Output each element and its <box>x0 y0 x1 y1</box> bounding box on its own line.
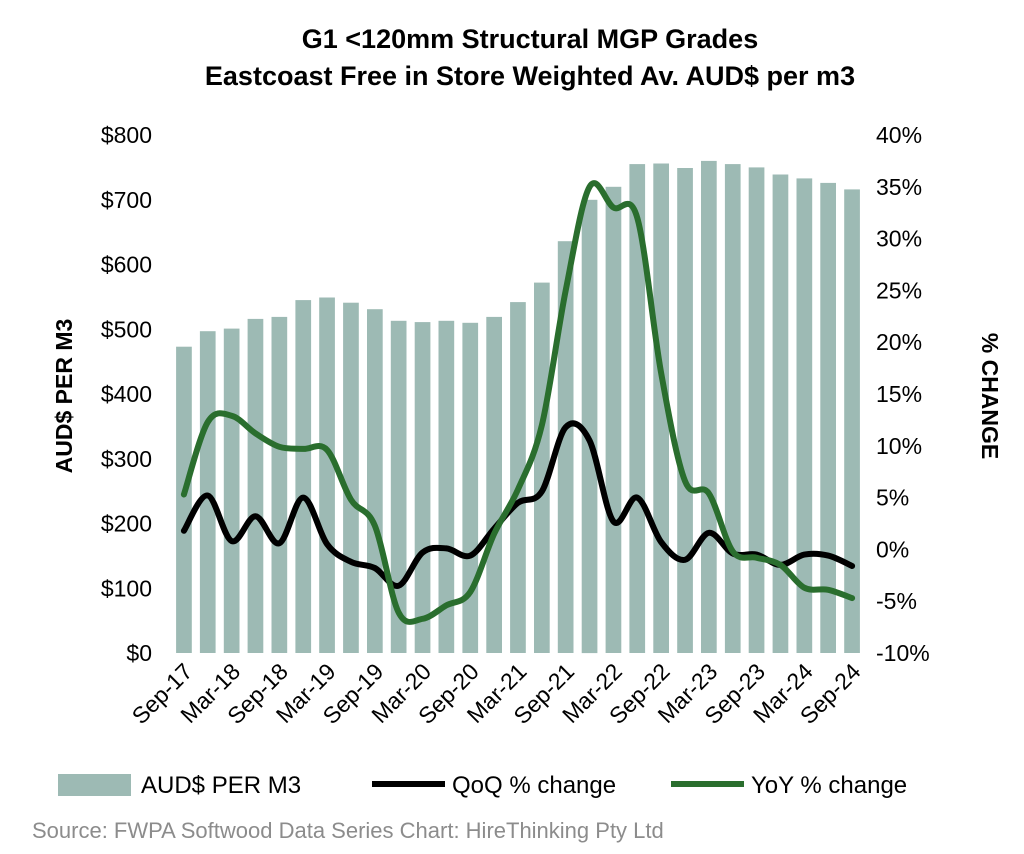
left-tick-label: $400 <box>101 381 152 407</box>
bar-mar-21 <box>510 302 526 653</box>
right-tick-label: -5% <box>876 588 917 614</box>
legend-label-bars: AUD$ PER M3 <box>141 772 301 799</box>
bar-dec-21 <box>581 199 598 654</box>
bar-dec-19 <box>390 320 407 653</box>
bar-dec-23 <box>772 174 789 653</box>
bar-sep-18 <box>271 316 288 653</box>
chart-title-line-2: Eastcoast Free in Store Weighted Av. AUD… <box>205 61 855 91</box>
left-tick-label: $200 <box>101 511 152 537</box>
legend-swatch-bars <box>58 774 131 796</box>
right-tick-label: 40% <box>876 122 922 148</box>
bar-mar-22 <box>605 186 622 654</box>
bar-sep-20 <box>462 322 479 653</box>
bar-jun-22 <box>629 164 646 653</box>
bar-sep-19 <box>367 309 383 653</box>
right-tick-label: 15% <box>876 381 922 407</box>
bar-sep-24 <box>844 189 860 653</box>
bar-series <box>176 160 860 654</box>
right-tick-label: 10% <box>876 433 922 459</box>
bar-dec-22 <box>677 168 693 653</box>
bar-mar-23 <box>701 160 717 653</box>
line-series <box>180 180 856 625</box>
legend-label-qoq: QoQ % change <box>452 772 616 799</box>
right-tick-label: 30% <box>876 226 922 252</box>
bar-mar-24 <box>796 178 813 653</box>
left-axis-title: AUD$ PER M3 <box>51 319 77 474</box>
left-tick-label: $600 <box>101 252 152 278</box>
left-tick-label: $100 <box>101 575 152 601</box>
bar-mar-20 <box>414 322 431 653</box>
bar-jun-20 <box>438 320 455 653</box>
left-tick-label: $0 <box>126 640 152 666</box>
left-tick-label: $700 <box>101 187 152 213</box>
legend: AUD$ PER M3 QoQ % change YoY % change <box>58 772 907 799</box>
bar-jun-24 <box>820 182 836 653</box>
left-tick-label: $500 <box>101 316 152 342</box>
bar-sep-21 <box>557 241 574 653</box>
bar-jun-23 <box>724 164 741 653</box>
bar-jun-19 <box>343 302 359 653</box>
right-tick-label: -10% <box>876 640 930 666</box>
right-axis-ticks: -10% -5% 0% 5% 10% 15% 20% 25% 30% 35% 40% <box>876 122 930 666</box>
source-note: Source: FWPA Softwood Data Series Chart:… <box>32 818 664 843</box>
right-tick-label: 35% <box>876 174 922 200</box>
right-tick-label: 0% <box>876 536 909 562</box>
right-tick-label: 5% <box>876 485 909 511</box>
yoy-change-line <box>180 180 856 625</box>
bar-jun-18 <box>247 318 264 653</box>
right-tick-label: 20% <box>876 329 922 355</box>
chart-title-line-1: G1 <120mm Structural MGP Grades <box>302 24 758 54</box>
bar-dec-17 <box>199 331 216 653</box>
legend-label-yoy: YoY % change <box>751 772 907 799</box>
x-axis-ticks: Sep-17Mar-18Sep-18Mar-19Sep-19Mar-20Sep-… <box>127 658 866 729</box>
bar-dec-18 <box>295 300 312 653</box>
left-tick-label: $300 <box>101 446 152 472</box>
bar-sep-17 <box>176 346 192 653</box>
bar-dec-20 <box>486 316 502 653</box>
left-axis-ticks: $0 $100 $200 $300 $400 $500 $600 $700 $800 <box>101 122 152 666</box>
right-tick-label: 25% <box>876 277 922 303</box>
bar-mar-18 <box>223 328 240 653</box>
bar-sep-23 <box>748 167 765 653</box>
left-tick-label: $800 <box>101 122 152 148</box>
right-axis-title: % CHANGE <box>977 333 1003 460</box>
bar-mar-19 <box>319 297 335 653</box>
bar-jun-21 <box>534 282 550 653</box>
